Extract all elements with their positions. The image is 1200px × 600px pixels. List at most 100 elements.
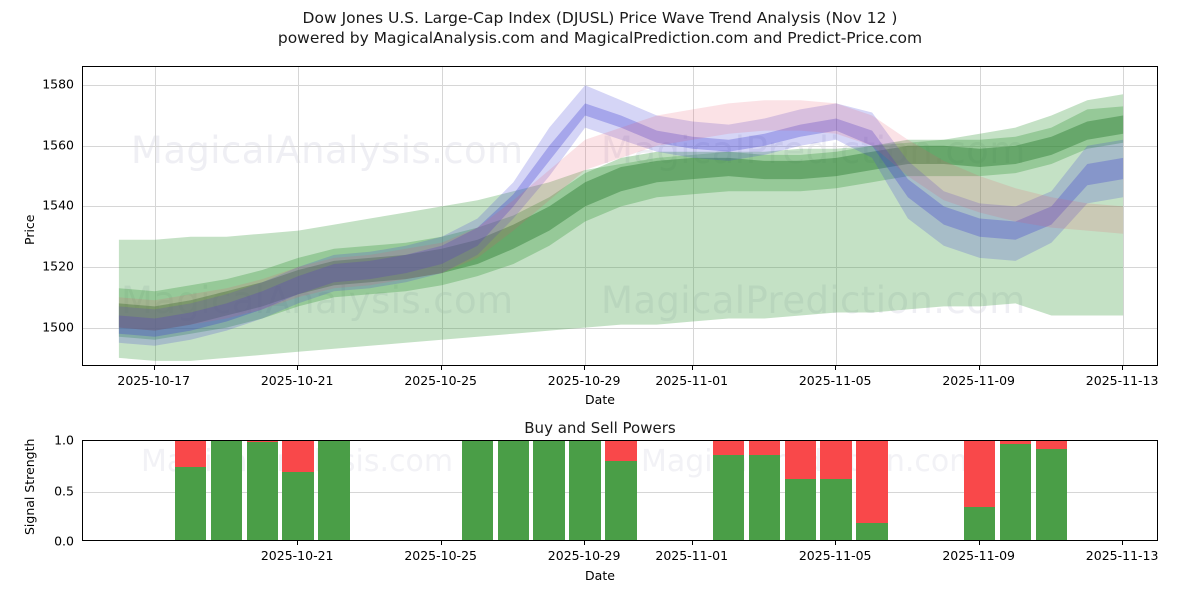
chart-title-line-1: Dow Jones U.S. Large-Cap Index (DJUSL) P… bbox=[302, 9, 898, 27]
price-yaxis-label: Price bbox=[22, 214, 37, 246]
powers-xtick bbox=[297, 541, 299, 545]
buy-power-segment bbox=[1035, 449, 1068, 540]
power-bar[interactable] bbox=[784, 441, 817, 540]
price-gridline-h bbox=[83, 145, 1157, 147]
buy-power-segment bbox=[246, 442, 279, 540]
powers-xtick bbox=[1122, 541, 1124, 545]
powers-chart-title: Buy and Sell Powers bbox=[524, 419, 676, 437]
power-bar[interactable] bbox=[174, 441, 207, 540]
powers-xtick bbox=[978, 541, 980, 545]
price-xtick-label: 2025-10-29 bbox=[547, 373, 621, 388]
price-ytick-label: 1580 bbox=[42, 76, 74, 92]
power-bar[interactable] bbox=[569, 441, 601, 540]
sell-power-segment bbox=[748, 441, 781, 456]
buy-power-segment bbox=[605, 461, 637, 540]
price-band-blue-outer bbox=[118, 85, 1124, 346]
price-xtick-label: 2025-10-21 bbox=[260, 373, 334, 388]
buy-power-segment bbox=[856, 522, 888, 540]
powers-yaxis-label: Signal Strength bbox=[22, 438, 37, 535]
sell-power-segment bbox=[820, 441, 852, 480]
sell-power-segment bbox=[246, 441, 279, 443]
price-gridline-h bbox=[83, 327, 1157, 329]
price-xtick bbox=[835, 366, 837, 370]
price-chart-plot-area: MagicalAnalysis.com MagicalPrediction.com… bbox=[83, 67, 1157, 365]
buy-power-segment bbox=[820, 479, 852, 540]
price-band-blue-inner bbox=[118, 103, 1124, 337]
buy-power-segment bbox=[999, 444, 1032, 540]
price-gridline-h bbox=[83, 206, 1157, 208]
powers-xtick-label: 2025-11-01 bbox=[655, 548, 729, 563]
power-bar[interactable] bbox=[712, 441, 745, 540]
price-ytick-label: 1500 bbox=[42, 319, 74, 335]
sell-power-segment bbox=[1035, 441, 1068, 450]
buy-power-segment bbox=[533, 441, 566, 540]
price-band-green-inner bbox=[118, 115, 1124, 331]
price-gridline-v bbox=[585, 67, 587, 365]
powers-ytick-label: 1.0 bbox=[54, 432, 74, 448]
powers-xtick-label: 2025-10-25 bbox=[404, 548, 477, 563]
price-band-green-mid bbox=[118, 106, 1124, 340]
powers-xtick-label: 2025-11-05 bbox=[798, 548, 872, 563]
sell-power-segment bbox=[784, 441, 817, 480]
price-gridline-v bbox=[979, 67, 981, 365]
buy-power-segment bbox=[497, 441, 530, 540]
price-band-green-outer bbox=[118, 94, 1124, 361]
power-bar[interactable] bbox=[461, 441, 494, 540]
price-xtick bbox=[297, 366, 299, 370]
power-bar[interactable] bbox=[820, 441, 852, 540]
price-ytick-label: 1520 bbox=[42, 258, 74, 274]
chart-title-line-2: powered by MagicalAnalysis.com and Magic… bbox=[277, 29, 923, 47]
buy-power-segment bbox=[174, 467, 207, 540]
price-xtick bbox=[584, 366, 586, 370]
powers-xtick-label: 2025-11-13 bbox=[1085, 548, 1159, 563]
buy-power-segment bbox=[748, 455, 781, 540]
price-gridline-v bbox=[1123, 67, 1125, 365]
buy-power-segment bbox=[461, 441, 494, 540]
power-bar[interactable] bbox=[318, 441, 350, 540]
power-bar[interactable] bbox=[963, 441, 996, 540]
power-bar[interactable] bbox=[748, 441, 781, 540]
powers-ytick-label: 0.0 bbox=[54, 533, 74, 549]
price-xaxis-label: Date bbox=[585, 392, 615, 407]
powers-xtick bbox=[440, 541, 442, 545]
buy-power-segment bbox=[318, 441, 350, 540]
price-chart-axes: MagicalAnalysis.com MagicalPrediction.com… bbox=[82, 66, 1158, 366]
price-xtick-label: 2025-11-05 bbox=[798, 373, 872, 388]
power-bar[interactable] bbox=[282, 441, 314, 540]
buy-power-segment bbox=[569, 441, 601, 540]
power-bar[interactable] bbox=[605, 441, 637, 540]
price-xtick bbox=[1122, 366, 1124, 370]
price-gridline-v bbox=[692, 67, 694, 365]
powers-xtick bbox=[835, 541, 837, 545]
powers-xtick-label: 2025-11-09 bbox=[942, 548, 1015, 563]
power-bar[interactable] bbox=[497, 441, 530, 540]
sell-power-segment bbox=[963, 441, 996, 507]
price-xtick-label: 2025-11-13 bbox=[1085, 373, 1159, 388]
price-gridline-h bbox=[83, 267, 1157, 268]
power-bar[interactable] bbox=[999, 441, 1032, 540]
power-bar[interactable] bbox=[533, 441, 566, 540]
price-xtick-label: 2025-10-25 bbox=[404, 373, 477, 388]
powers-xaxis-label: Date bbox=[585, 568, 615, 583]
power-bar[interactable] bbox=[246, 441, 279, 540]
price-ytick-label: 1540 bbox=[42, 197, 74, 213]
power-bar[interactable] bbox=[1035, 441, 1068, 540]
powers-xtick bbox=[691, 541, 693, 545]
buy-power-segment bbox=[784, 479, 817, 540]
price-ytick-label: 1560 bbox=[42, 137, 74, 153]
sell-power-segment bbox=[999, 441, 1032, 445]
price-gridline-v bbox=[836, 67, 838, 365]
price-xtick-label: 2025-11-09 bbox=[942, 373, 1015, 388]
power-bar[interactable] bbox=[210, 441, 243, 540]
sell-power-segment bbox=[174, 441, 207, 468]
power-bar[interactable] bbox=[856, 441, 888, 540]
sell-power-segment bbox=[712, 441, 745, 456]
price-gridline-v bbox=[441, 67, 443, 365]
price-xtick-label: 2025-10-17 bbox=[117, 373, 191, 388]
price-band-pink-band bbox=[118, 100, 1124, 331]
price-gridline-h bbox=[83, 85, 1157, 87]
buy-power-segment bbox=[282, 472, 314, 540]
price-xtick bbox=[440, 366, 442, 370]
